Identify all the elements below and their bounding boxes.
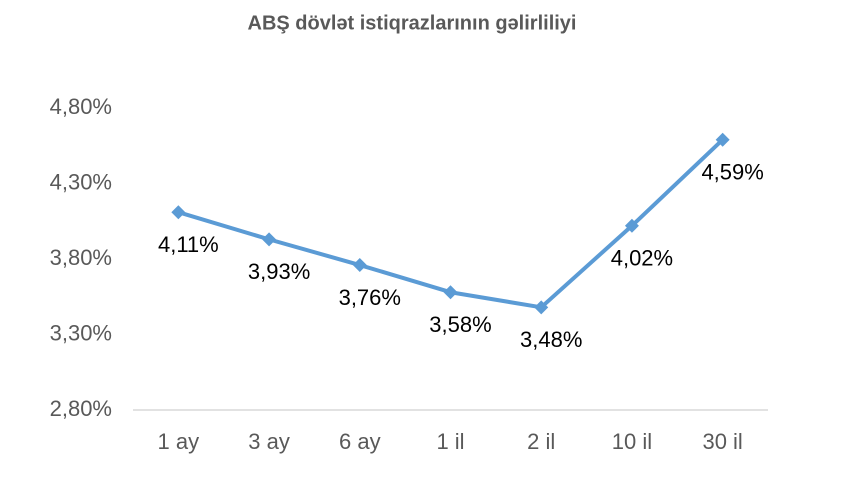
marker [171, 205, 186, 220]
marker [443, 285, 458, 300]
x-tick-label: 30 il [702, 429, 742, 454]
marker [534, 300, 549, 315]
value-label: 4,02% [611, 246, 673, 271]
x-tick-label: 1 ay [158, 429, 200, 454]
marker [715, 132, 730, 147]
y-tick-label: 4,30% [50, 169, 112, 194]
value-label: 3,76% [339, 285, 401, 310]
y-tick-label: 3,30% [50, 320, 112, 345]
value-label: 3,93% [248, 259, 310, 284]
value-label: 4,11% [158, 232, 219, 257]
y-tick-label: 3,80% [50, 245, 112, 270]
marker [624, 218, 639, 233]
marker [262, 232, 277, 247]
x-tick-label: 6 ay [339, 429, 381, 454]
chart-title: ABŞ dövlət istiqrazlarının gəlirliliyi [248, 12, 577, 34]
value-label: 3,48% [520, 327, 582, 352]
x-tick-label: 2 il [527, 429, 555, 454]
x-tick-label: 3 ay [248, 429, 290, 454]
x-tick-label: 1 il [436, 429, 464, 454]
marker [352, 258, 367, 273]
y-tick-label: 4,80% [50, 94, 112, 119]
x-tick-label: 10 il [612, 429, 652, 454]
y-tick-label: 2,80% [50, 396, 112, 421]
value-label: 4,59% [701, 160, 763, 185]
value-label: 3,58% [429, 312, 491, 337]
